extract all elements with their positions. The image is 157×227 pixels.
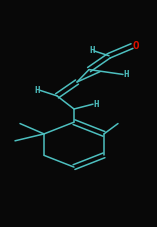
Text: H: H [123, 70, 129, 79]
Text: H: H [93, 100, 99, 109]
Text: H: H [34, 86, 40, 95]
Text: O: O [133, 41, 139, 51]
Text: H: H [90, 46, 95, 55]
